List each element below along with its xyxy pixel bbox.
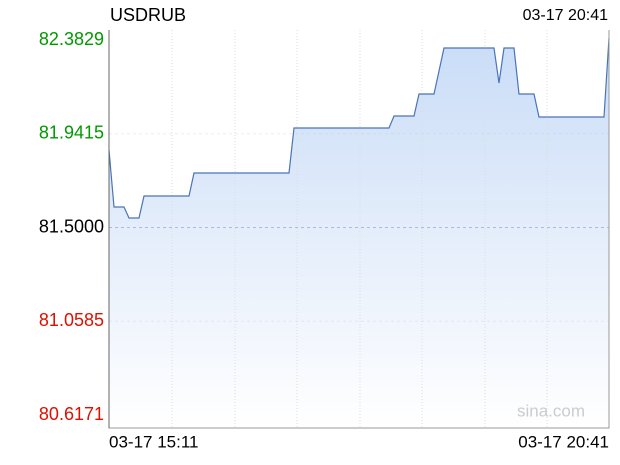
x-tick-label: 03-17 20:41 [518,432,609,451]
y-tick-label: 80.6171 [39,404,104,424]
y-tick-label: 82.3829 [39,29,104,49]
y-tick-label: 81.0585 [39,310,104,330]
watermark: sina.com [517,401,585,420]
y-tick-label: 81.5000 [39,216,104,236]
timestamp: 03-17 20:41 [523,7,609,24]
price-line [108,37,610,219]
area-fill [109,38,609,428]
chart-title: USDRUB [110,5,186,25]
y-tick-label: 81.9415 [39,122,104,142]
x-tick-label: 03-17 15:11 [109,432,198,451]
vertical-grid [171,30,548,428]
